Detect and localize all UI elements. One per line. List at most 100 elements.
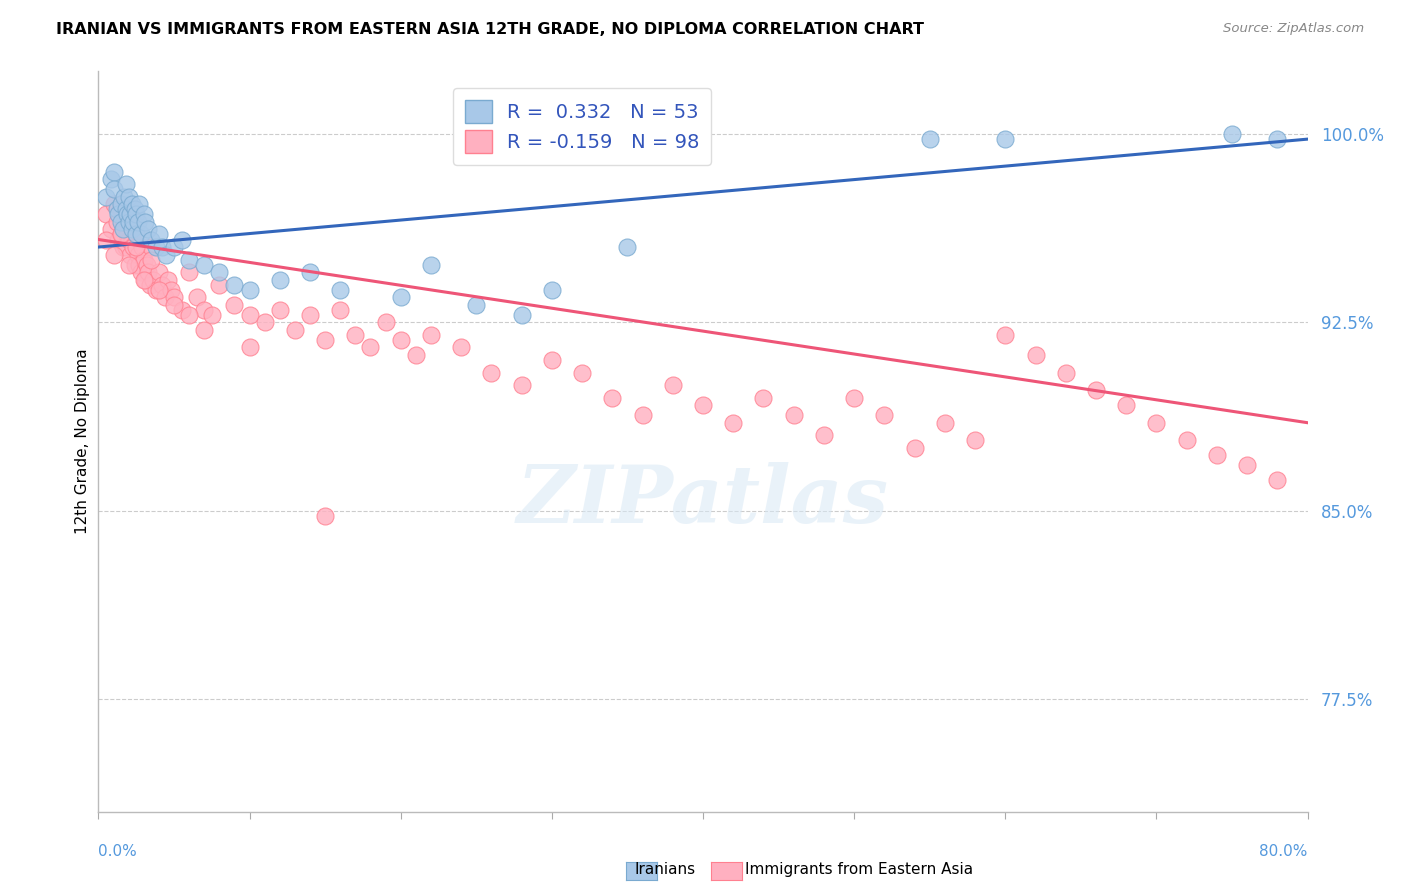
Point: [177, 265, 201, 279]
Text: 80.0%: 80.0%: [1260, 845, 1308, 859]
Point: [148, 227, 170, 242]
Point: [132, 273, 155, 287]
Point: [692, 398, 714, 412]
Point: [111, 222, 134, 236]
Point: [103, 165, 125, 179]
Point: [114, 222, 136, 236]
Point: [110, 197, 132, 211]
Point: [918, 132, 941, 146]
Point: [120, 207, 142, 221]
Point: [163, 240, 186, 254]
Point: [1115, 398, 1137, 412]
Point: [125, 227, 148, 242]
Text: IRANIAN VS IMMIGRANTS FROM EASTERN ASIA 12TH GRADE, NO DIPLOMA CORRELATION CHART: IRANIAN VS IMMIGRANTS FROM EASTERN ASIA …: [56, 22, 924, 37]
Point: [105, 202, 128, 217]
Point: [419, 258, 441, 272]
Point: [145, 283, 167, 297]
Point: [105, 215, 128, 229]
Text: Immigrants from Eastern Asia: Immigrants from Eastern Asia: [745, 863, 973, 877]
Point: [904, 441, 927, 455]
Point: [269, 273, 291, 287]
Point: [118, 233, 141, 247]
Point: [112, 190, 135, 204]
Point: [118, 207, 141, 221]
Point: [1054, 366, 1077, 380]
Point: [631, 408, 654, 422]
Point: [782, 408, 804, 422]
Point: [160, 283, 183, 297]
Point: [122, 215, 145, 229]
Point: [360, 340, 382, 354]
Point: [994, 132, 1017, 146]
Point: [103, 247, 125, 261]
Point: [136, 265, 159, 279]
Point: [155, 247, 177, 261]
Point: [118, 215, 141, 229]
Point: [1220, 127, 1243, 141]
Point: [1206, 448, 1229, 462]
Point: [540, 283, 562, 297]
Point: [131, 240, 153, 254]
Point: [873, 408, 896, 422]
Point: [299, 308, 322, 322]
Point: [127, 215, 149, 229]
Point: [419, 327, 441, 342]
Point: [965, 434, 987, 448]
Point: [132, 207, 155, 221]
Point: [616, 240, 638, 254]
Point: [1265, 132, 1288, 146]
Point: [510, 308, 533, 322]
Point: [128, 197, 150, 211]
Point: [125, 207, 148, 221]
Point: [540, 353, 562, 368]
Point: [94, 233, 117, 247]
Point: [481, 366, 503, 380]
Point: [114, 202, 136, 217]
Point: [405, 348, 427, 362]
Point: [344, 327, 367, 342]
Point: [120, 247, 142, 261]
Point: [208, 265, 231, 279]
Text: ZIPatlas: ZIPatlas: [517, 462, 889, 540]
Point: [224, 277, 246, 292]
Point: [752, 391, 775, 405]
Point: [94, 207, 117, 221]
Point: [142, 273, 165, 287]
Point: [110, 227, 132, 242]
Point: [571, 366, 593, 380]
Point: [934, 416, 956, 430]
Point: [186, 290, 208, 304]
Point: [134, 215, 156, 229]
Point: [1236, 458, 1258, 473]
Point: [201, 308, 224, 322]
Point: [721, 416, 744, 430]
Point: [465, 298, 488, 312]
Point: [112, 215, 135, 229]
Point: [329, 283, 352, 297]
Point: [163, 298, 186, 312]
Point: [253, 315, 276, 329]
Point: [148, 265, 170, 279]
Point: [994, 327, 1017, 342]
Point: [389, 333, 412, 347]
Point: [239, 308, 262, 322]
Point: [239, 340, 262, 354]
Point: [602, 391, 624, 405]
Point: [844, 391, 866, 405]
Legend: R =  0.332   N = 53, R = -0.159   N = 98: R = 0.332 N = 53, R = -0.159 N = 98: [453, 88, 711, 164]
Point: [107, 207, 129, 221]
Point: [1144, 416, 1167, 430]
Point: [110, 202, 132, 217]
Point: [110, 227, 132, 242]
Point: [141, 252, 163, 267]
Point: [661, 378, 683, 392]
Point: [122, 240, 145, 254]
Point: [153, 290, 176, 304]
Point: [193, 258, 215, 272]
Point: [163, 290, 186, 304]
Point: [118, 258, 141, 272]
Point: [124, 258, 146, 272]
Point: [269, 302, 291, 317]
Point: [127, 247, 149, 261]
Y-axis label: 12th Grade, No Diploma: 12th Grade, No Diploma: [75, 349, 90, 534]
